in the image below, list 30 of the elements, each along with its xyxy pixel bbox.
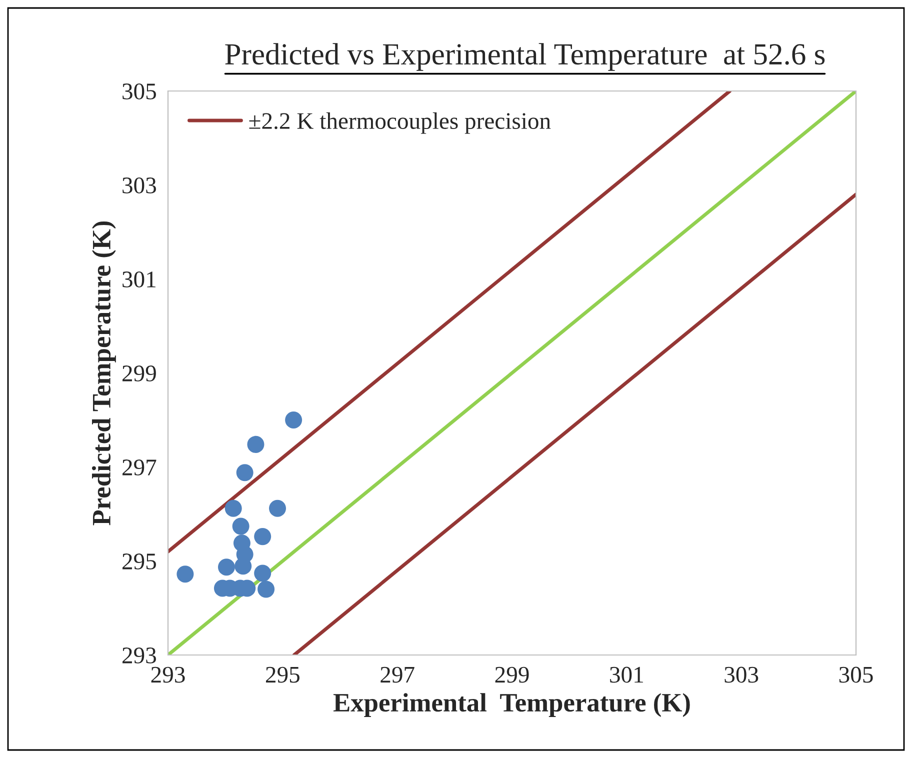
point — [247, 436, 264, 453]
point — [236, 464, 254, 482]
y-tick-label: 293 — [122, 648, 156, 664]
point — [218, 558, 235, 576]
point — [176, 566, 194, 583]
x-tick-label: 297 — [380, 666, 414, 683]
point — [285, 411, 302, 429]
y-tick-label: 297 — [122, 460, 156, 476]
x-tick-label: 303 — [724, 666, 758, 683]
x-tick-label: 301 — [610, 666, 643, 683]
y-tick-label: 303 — [122, 177, 156, 194]
x-tick-label: 293 — [151, 666, 185, 683]
x-axis-title: Experimental Temperature (K) — [333, 693, 690, 718]
y-axis-title: Predicted Temperature (K) — [92, 221, 116, 526]
y-tick-label: 295 — [122, 554, 156, 570]
point — [234, 558, 252, 575]
legend-label: ±2.2 K thermocouples precision — [249, 112, 551, 134]
y-tick-label: 305 — [122, 83, 156, 100]
point — [254, 564, 272, 582]
point — [258, 580, 275, 598]
point — [254, 528, 272, 546]
y-tick-label: 301 — [122, 271, 156, 288]
x-tick-label: 295 — [266, 666, 300, 683]
point — [224, 500, 242, 517]
point — [269, 500, 286, 517]
chart-title: Predicted vs Experimental Temperature at 52.6 s — [225, 43, 825, 71]
y-tick-label: 299 — [122, 366, 156, 382]
x-tick-label: 305 — [839, 666, 873, 683]
point — [232, 518, 250, 535]
x-tick-label: 299 — [495, 666, 529, 683]
